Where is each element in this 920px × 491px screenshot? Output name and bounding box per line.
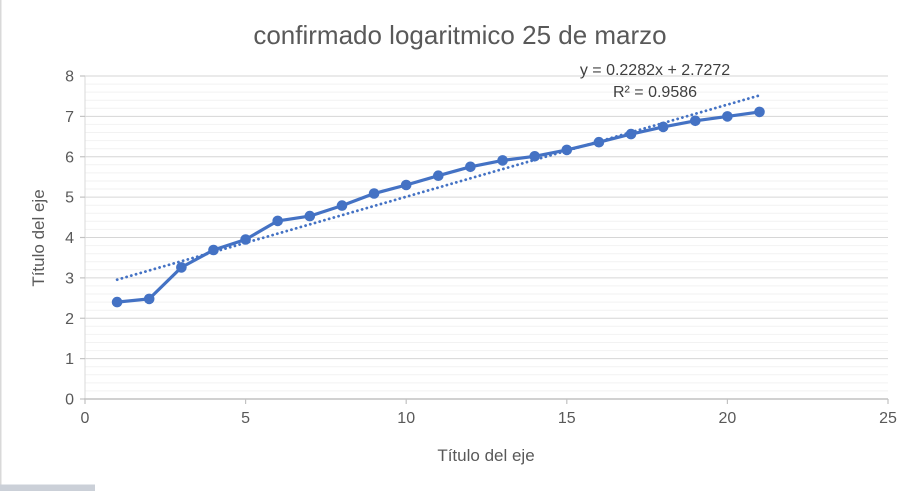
axis-tick-labels: 0 5 10 15 20 25 0 1 2 3 4 5 6 7 8 bbox=[65, 69, 897, 428]
data-point-marker[interactable] bbox=[593, 136, 605, 148]
trendline-group[interactable] bbox=[115, 94, 761, 282]
data-point-marker[interactable] bbox=[465, 161, 476, 173]
axes bbox=[80, 75, 889, 404]
x-tick-label[interactable]: 25 bbox=[879, 410, 897, 427]
x-tick-label[interactable]: 15 bbox=[558, 410, 576, 427]
data-point-marker[interactable] bbox=[368, 188, 380, 199]
data-point-marker[interactable] bbox=[240, 234, 251, 245]
data-point-marker[interactable] bbox=[208, 244, 219, 256]
data-point-marker[interactable] bbox=[561, 144, 573, 156]
data-point-marker[interactable] bbox=[304, 210, 316, 222]
chart-title[interactable]: confirmado logaritmico 25 de marzo bbox=[253, 20, 666, 50]
data-point-marker[interactable] bbox=[754, 106, 765, 118]
data-point-marker[interactable] bbox=[433, 170, 444, 181]
x-axis-title[interactable]: Título del eje bbox=[437, 446, 534, 465]
window-bottom-strip bbox=[0, 484, 95, 491]
data-point-marker[interactable] bbox=[722, 111, 733, 122]
data-point-marker[interactable] bbox=[272, 215, 284, 227]
trendline-r2-label[interactable]: R² = 0.9586 bbox=[613, 84, 697, 101]
y-tick-label[interactable]: 3 bbox=[65, 270, 74, 287]
y-tick-label[interactable]: 7 bbox=[65, 109, 74, 126]
x-tick-label[interactable]: 10 bbox=[397, 410, 415, 427]
data-point-marker[interactable] bbox=[143, 293, 155, 305]
x-tick-label[interactable]: 20 bbox=[719, 410, 737, 427]
trendline[interactable] bbox=[115, 94, 761, 282]
x-tick-label[interactable]: 5 bbox=[241, 410, 250, 427]
data-point-marker[interactable] bbox=[529, 151, 540, 162]
x-tick-label[interactable]: 0 bbox=[81, 410, 90, 427]
data-point-marker[interactable] bbox=[400, 179, 412, 191]
y-tick-label[interactable]: 4 bbox=[65, 230, 74, 247]
data-point-marker[interactable] bbox=[497, 155, 508, 166]
y-tick-label[interactable]: 8 bbox=[65, 69, 74, 86]
y-tick-label[interactable]: 0 bbox=[65, 392, 74, 409]
data-point-marker[interactable] bbox=[625, 128, 637, 140]
trendline-equation-label[interactable]: y = 0.2282x + 2.7272 bbox=[580, 62, 730, 79]
window-edge-left bbox=[0, 0, 2, 491]
y-tick-label[interactable]: 5 bbox=[65, 190, 74, 207]
y-axis-title[interactable]: Título del eje bbox=[29, 189, 48, 286]
data-point-marker[interactable] bbox=[176, 262, 187, 273]
data-point-marker[interactable] bbox=[336, 200, 348, 211]
gridlines bbox=[85, 75, 888, 392]
data-point-marker[interactable] bbox=[657, 121, 669, 133]
data-series[interactable] bbox=[111, 106, 765, 308]
y-tick-label[interactable]: 1 bbox=[65, 351, 74, 368]
data-point-marker[interactable] bbox=[111, 296, 123, 308]
data-point-marker[interactable] bbox=[690, 115, 701, 127]
y-tick-label[interactable]: 6 bbox=[65, 149, 74, 166]
y-tick-label[interactable]: 2 bbox=[65, 311, 74, 328]
